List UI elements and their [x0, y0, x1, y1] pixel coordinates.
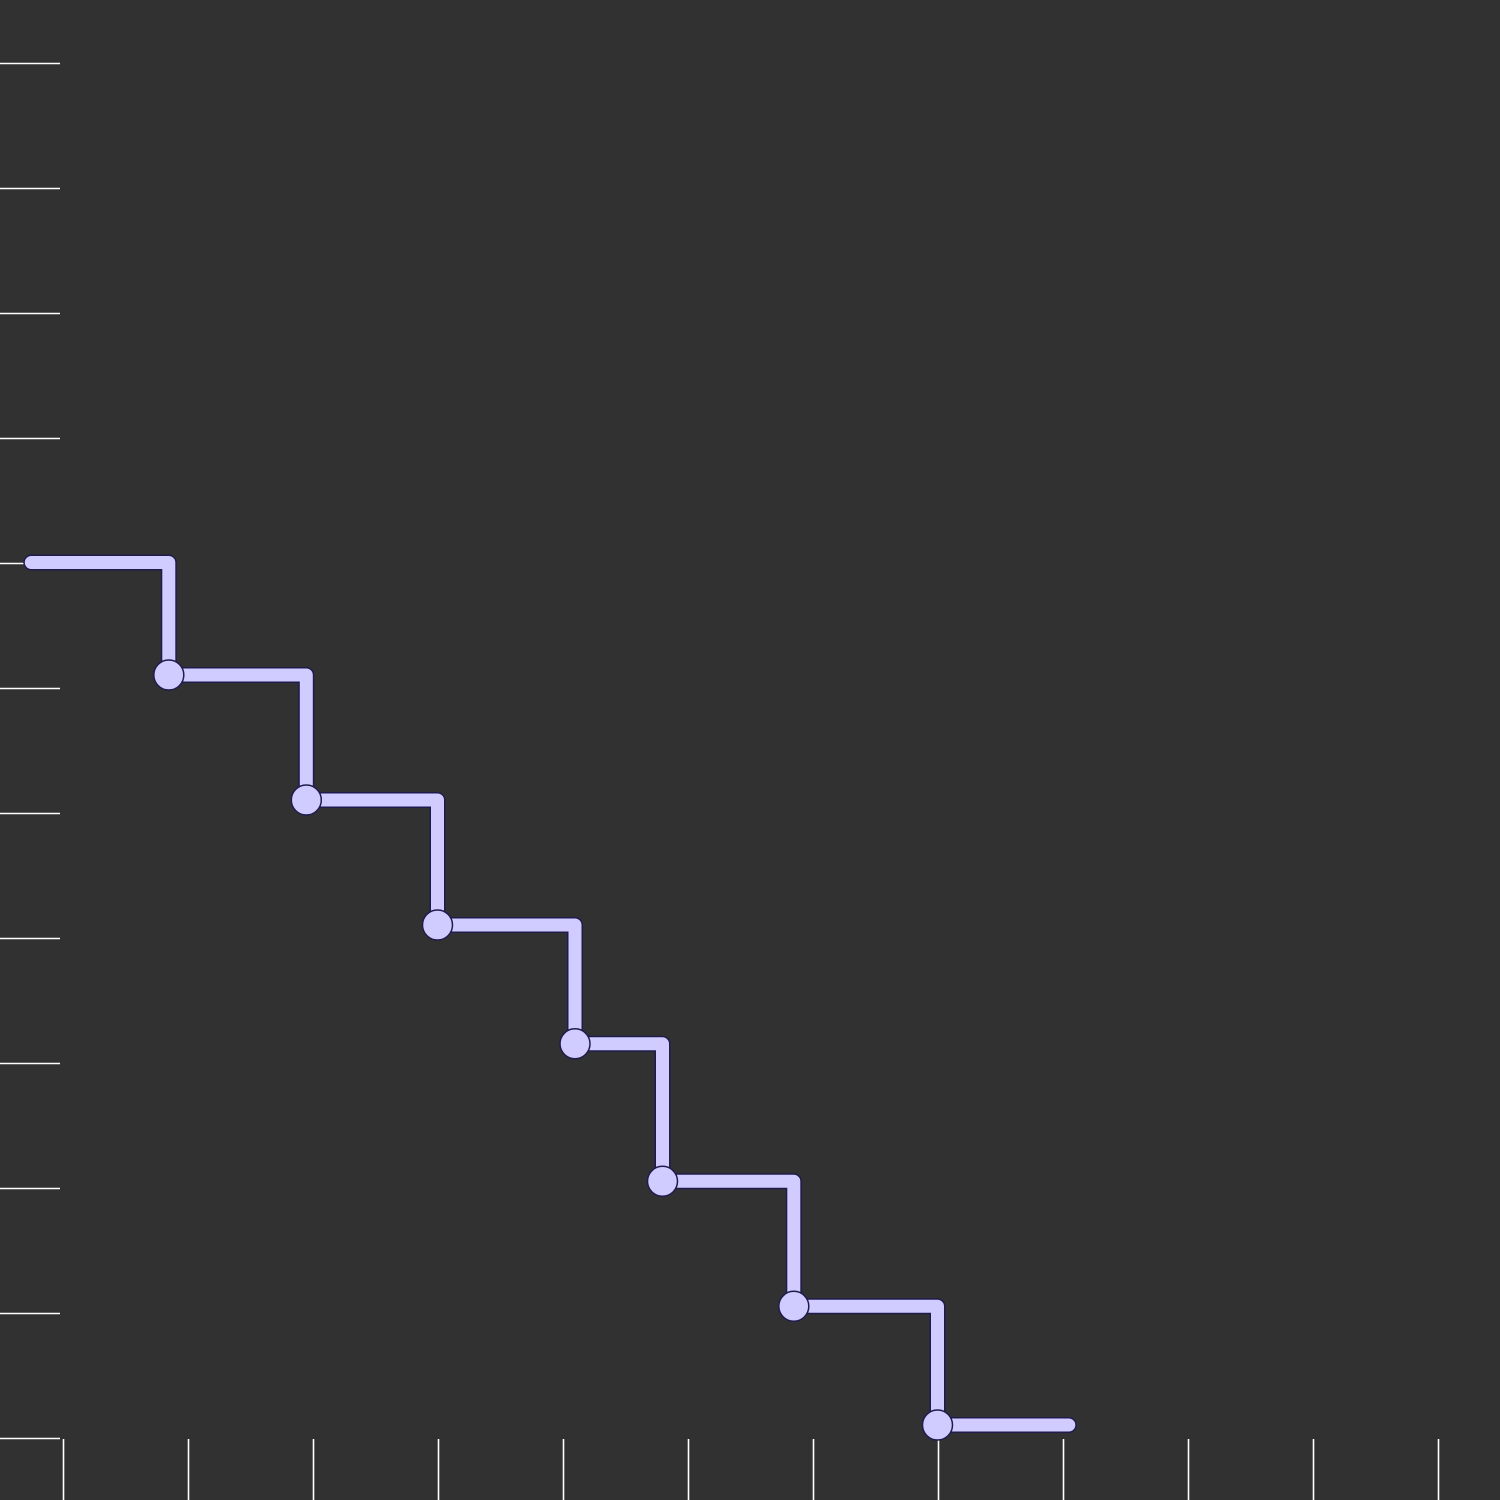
- series-0-point-7: [921, 1409, 954, 1441]
- series-0-point-1: [153, 659, 185, 691]
- y-axis-ticks: [0, 62, 60, 1440]
- series-0-step-line: [24, 556, 1076, 1432]
- series-0-point-5: [646, 1165, 679, 1198]
- x-axis-ticks: [62, 1439, 1440, 1500]
- series-0-point-2: [290, 784, 323, 816]
- series-0-point-6: [778, 1290, 810, 1323]
- series-0-point-3: [421, 909, 454, 941]
- series-layer: [23, 554, 1077, 1441]
- series-0-point-4: [559, 1028, 591, 1060]
- series-0-outline: [23, 554, 1077, 1433]
